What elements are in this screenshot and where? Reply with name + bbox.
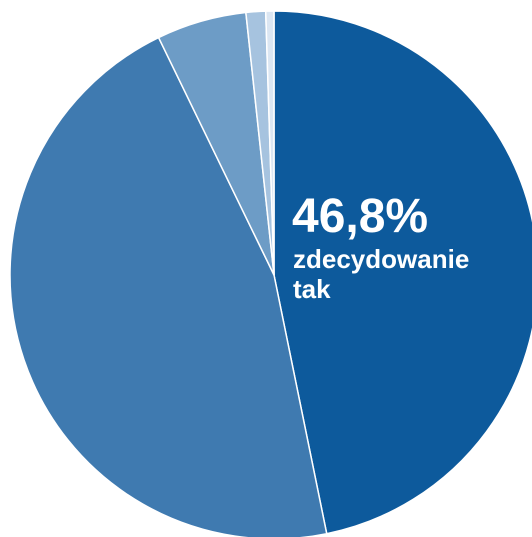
pie-slice-5 xyxy=(264,10,275,276)
pie-slice-2 xyxy=(9,36,328,537)
slice-category-label-line2: tak xyxy=(293,274,331,304)
slice-value-label: 46,8% xyxy=(292,190,428,243)
pie-slice-1 xyxy=(273,10,532,535)
slice-category-label-line1: zdecydowanie xyxy=(293,244,469,274)
pie-slices xyxy=(9,10,532,537)
